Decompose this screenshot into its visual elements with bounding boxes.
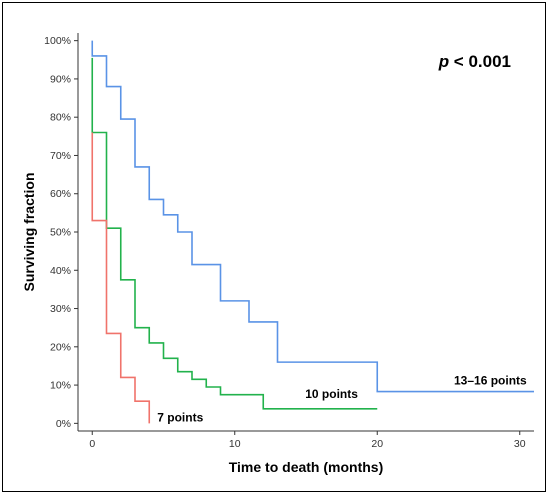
y-axis-title: Surviving fraction [21, 172, 37, 291]
y-tick-label: 70% [50, 150, 71, 162]
y-tick-label: 80% [50, 112, 71, 124]
y-tick-label: 40% [50, 265, 71, 277]
y-tick-label: 100% [44, 35, 71, 47]
figure-frame: 0% 10% 20% 30% 40% 50% 60% 70% 80% 90% 100% 0 10 20 30… [2, 2, 546, 492]
p-value-annotation: p < 0.001 [438, 52, 511, 71]
y-tick-label: 50% [50, 227, 71, 239]
p-value-symbol: p [438, 52, 449, 71]
y-tick-label: 30% [50, 303, 71, 315]
p-value-text: < 0.001 [449, 52, 511, 71]
x-axis-title: Time to death (months) [229, 459, 384, 475]
x-tick-label: 0 [89, 438, 95, 450]
x-tick-label: 10 [229, 438, 241, 450]
x-tick-label: 30 [514, 438, 526, 450]
y-tick-label: 10% [50, 380, 71, 392]
axes: 0% 10% 20% 30% 40% 50% 60% 70% 80% 90% 100% 0 10 20 30 [44, 33, 534, 450]
y-tick-label: 0% [56, 418, 71, 430]
survival-chart: 0% 10% 20% 30% 40% 50% 60% 70% 80% 90% 100% 0 10 20 30… [21, 33, 534, 475]
x-tick-label: 20 [371, 438, 383, 450]
series-label: 13–16 points [454, 374, 527, 388]
series-label: 7 points [157, 410, 203, 424]
series-line-10-points [91, 57, 378, 410]
y-tick-label: 90% [50, 73, 71, 85]
series-line-7-points [91, 132, 151, 424]
series-lines [91, 40, 534, 424]
series-labels: 13–16 points 10 points 7 points [157, 374, 527, 425]
y-tick-label: 60% [50, 188, 71, 200]
y-tick-label: 20% [50, 341, 71, 353]
series-label: 10 points [305, 387, 358, 401]
series-line-13-16-points [91, 40, 534, 393]
